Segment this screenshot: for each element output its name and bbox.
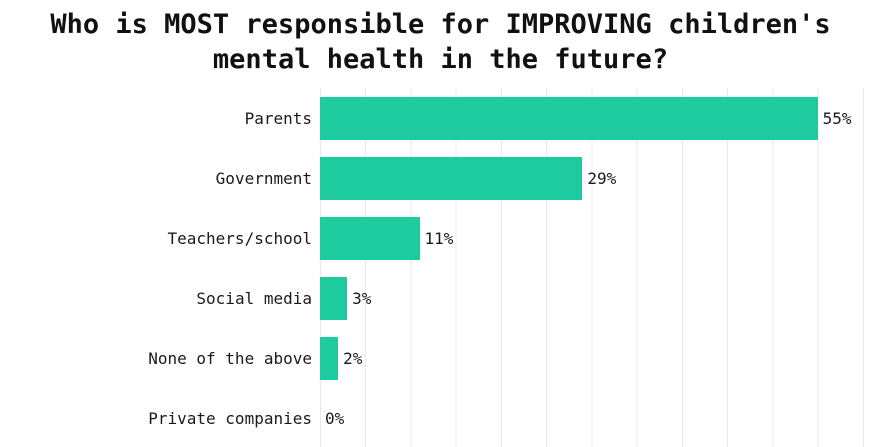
bar-area: 2% xyxy=(320,328,881,388)
category-label: None of the above xyxy=(148,348,312,368)
plot-area: Parents 55% Government 29% Teachers/scho… xyxy=(0,88,881,447)
chart-row: Teachers/school 11% xyxy=(0,208,881,268)
bar-area: 3% xyxy=(320,268,881,328)
bar xyxy=(320,96,818,140)
chart-row: Private companies 0% xyxy=(0,388,881,447)
chart-row: None of the above 2% xyxy=(0,328,881,388)
bar-area: 29% xyxy=(320,148,881,208)
value-label: 0% xyxy=(325,408,345,428)
bar xyxy=(320,216,420,260)
category-label: Teachers/school xyxy=(167,228,313,248)
chart-rows: Parents 55% Government 29% Teachers/scho… xyxy=(0,88,881,447)
chart-row: Social media 3% xyxy=(0,268,881,328)
chart-row: Government 29% xyxy=(0,148,881,208)
chart-title-line2: mental health in the future? xyxy=(212,44,669,75)
value-label: 3% xyxy=(352,288,372,308)
category-label: Private companies xyxy=(148,408,312,428)
bar xyxy=(320,276,348,320)
category-label: Social media xyxy=(196,288,312,308)
category-label: Government xyxy=(215,168,312,188)
bar-area: 11% xyxy=(320,208,881,268)
bar-area: 55% xyxy=(320,88,881,148)
chart-title: Who is MOST responsible for IMPROVING ch… xyxy=(0,7,881,77)
category-label: Parents xyxy=(244,108,312,128)
value-label: 29% xyxy=(587,168,617,188)
bar xyxy=(320,156,583,200)
value-label: 2% xyxy=(343,348,363,368)
chart-title-line1: Who is MOST responsible for IMPROVING ch… xyxy=(50,9,831,40)
value-label: 55% xyxy=(822,108,852,128)
chart-row: Parents 55% xyxy=(0,88,881,148)
bar xyxy=(320,336,339,380)
bar-area: 0% xyxy=(320,388,881,447)
value-label: 11% xyxy=(424,228,454,248)
